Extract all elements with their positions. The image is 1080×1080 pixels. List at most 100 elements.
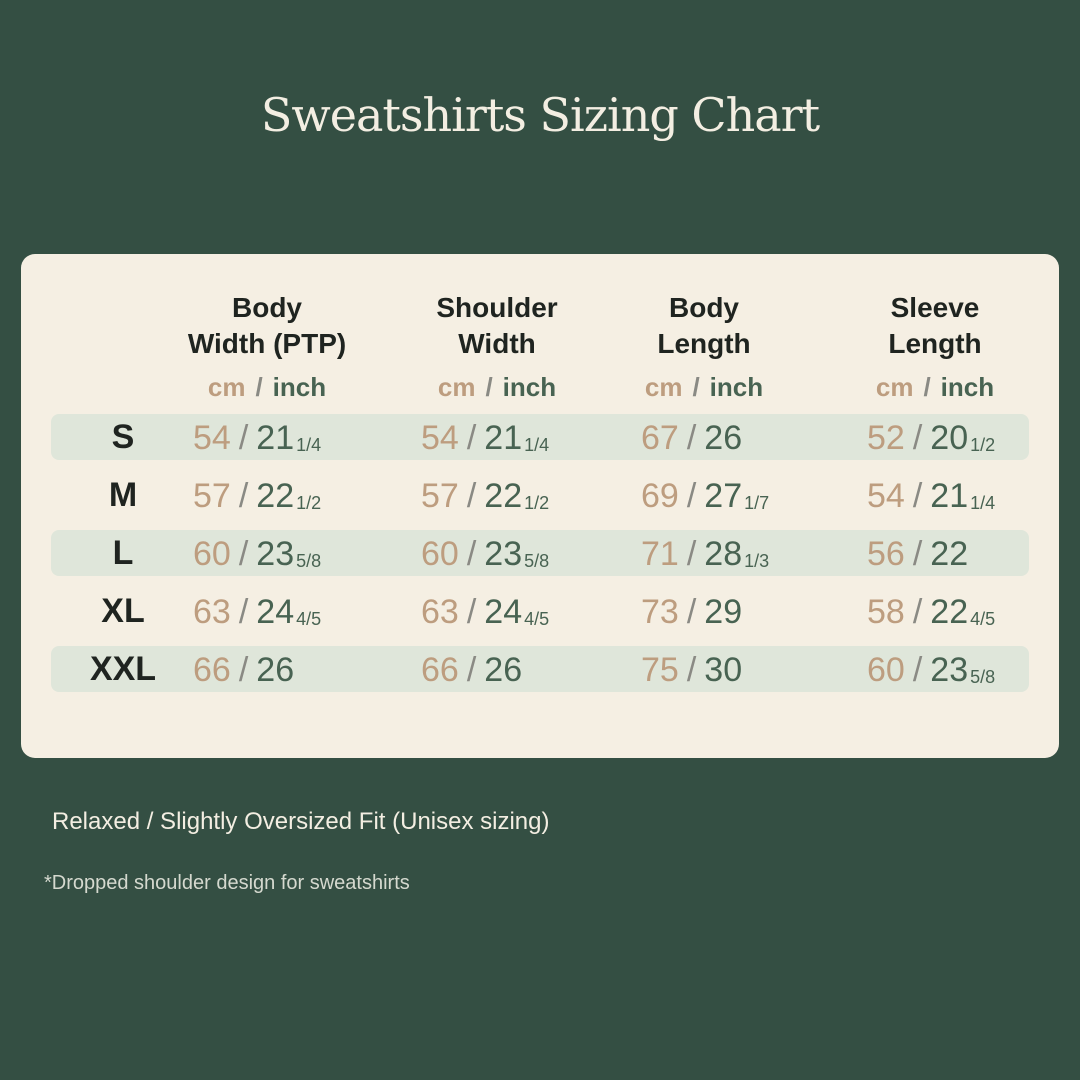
measurement-cell: 58/22 4/5 xyxy=(867,589,995,635)
value-separator: / xyxy=(912,593,923,631)
page-title: Sweatshirts Sizing Chart xyxy=(260,88,820,142)
inch-fraction: 5/8 xyxy=(296,551,322,571)
cm-value: 63 xyxy=(193,593,231,631)
unit-separator: / xyxy=(923,372,931,402)
measurement-cell: 71/28 1/3 xyxy=(641,531,769,577)
cm-value: 52 xyxy=(867,419,905,457)
inch-value: 30 xyxy=(704,651,743,689)
size-label: XXL xyxy=(89,650,157,688)
inch-fraction: 1/4 xyxy=(524,435,550,455)
value-separator: / xyxy=(466,477,477,515)
unit-inch: inch xyxy=(709,372,764,402)
row-band xyxy=(51,646,1029,692)
value-separator: / xyxy=(238,651,249,689)
inch-value: 26 xyxy=(256,651,295,689)
size-label: XL xyxy=(101,592,145,630)
value-separator: / xyxy=(686,419,697,457)
measurement-cell: 63/24 4/5 xyxy=(421,589,549,635)
measurement-cell: 54/21 1/4 xyxy=(421,415,549,461)
value-separator: / xyxy=(466,419,477,457)
inch-fraction: 4/5 xyxy=(296,609,322,629)
inch-value: 27 xyxy=(704,477,743,515)
value-separator: / xyxy=(238,535,249,573)
cm-value: 71 xyxy=(641,535,679,573)
inch-value: 26 xyxy=(704,419,743,457)
column-header: Sleeve Length xyxy=(815,290,1055,362)
inch-value: 23 xyxy=(930,651,969,689)
cm-value: 66 xyxy=(421,651,459,689)
value-separator: / xyxy=(466,593,477,631)
cm-value: 60 xyxy=(867,651,905,689)
measurement-cell: 63/24 4/5 xyxy=(193,589,321,635)
inch-value: 22 xyxy=(256,477,295,515)
unit-separator: / xyxy=(485,372,493,402)
cm-value: 63 xyxy=(421,593,459,631)
cm-value: 54 xyxy=(193,419,231,457)
unit-cm: cm xyxy=(644,372,683,402)
column-header-line1: Sleeve xyxy=(890,292,980,323)
column-header-line2: Width xyxy=(458,328,536,359)
measurement-cell: 56/22 xyxy=(867,531,968,577)
measurement-cell: 57/22 1/2 xyxy=(193,473,321,519)
unit-inch: inch xyxy=(272,372,327,402)
sizing-table-card: Body Width (PTP) cm / inch Shoulder Width cm / in… xyxy=(21,254,1059,758)
value-separator: / xyxy=(238,593,249,631)
cm-value: 60 xyxy=(193,535,231,573)
column-header-line2: Length xyxy=(888,328,982,359)
cm-value: 66 xyxy=(193,651,231,689)
cm-value: 73 xyxy=(641,593,679,631)
value-separator: / xyxy=(912,535,923,573)
inch-value: 22 xyxy=(930,535,969,573)
cm-value: 67 xyxy=(641,419,679,457)
column-header: Body Length xyxy=(584,290,824,362)
column-header: Body Width (PTP) xyxy=(147,290,387,362)
column-header-line2: Length xyxy=(657,328,751,359)
measurement-cell: 66/26 xyxy=(193,647,294,693)
value-separator: / xyxy=(686,535,697,573)
value-separator: / xyxy=(238,477,249,515)
measurement-cell: 73/29 xyxy=(641,589,742,635)
inch-fraction: 5/8 xyxy=(970,667,996,687)
unit-label: cm / inch xyxy=(584,372,824,403)
value-separator: / xyxy=(686,651,697,689)
measurement-cell: 69/27 1/7 xyxy=(641,473,769,519)
cm-value: 54 xyxy=(421,419,459,457)
unit-label: cm / inch xyxy=(147,372,387,403)
inch-fraction: 1/7 xyxy=(744,493,770,513)
unit-label: cm / inch xyxy=(815,372,1055,403)
inch-value: 23 xyxy=(256,535,295,573)
row-band xyxy=(51,414,1029,460)
inch-value: 28 xyxy=(704,535,743,573)
unit-separator: / xyxy=(692,372,700,402)
unit-cm: cm xyxy=(207,372,246,402)
inch-fraction: 1/3 xyxy=(744,551,770,571)
cm-value: 54 xyxy=(867,477,905,515)
value-separator: / xyxy=(686,593,697,631)
unit-cm: cm xyxy=(437,372,476,402)
size-label: L xyxy=(112,534,134,572)
measurement-cell: 54/21 1/4 xyxy=(867,473,995,519)
inch-fraction: 1/2 xyxy=(970,435,996,455)
inch-value: 22 xyxy=(930,593,969,631)
value-separator: / xyxy=(466,535,477,573)
value-separator: / xyxy=(238,419,249,457)
column-header: Shoulder Width xyxy=(377,290,617,362)
cm-value: 75 xyxy=(641,651,679,689)
value-separator: / xyxy=(912,651,923,689)
measurement-cell: 60/23 5/8 xyxy=(421,531,549,577)
unit-label: cm / inch xyxy=(377,372,617,403)
value-separator: / xyxy=(912,419,923,457)
unit-separator: / xyxy=(255,372,263,402)
row-band xyxy=(51,530,1029,576)
inch-value: 20 xyxy=(930,419,969,457)
inch-fraction: 4/5 xyxy=(970,609,996,629)
cm-value: 69 xyxy=(641,477,679,515)
measurement-cell: 75/30 xyxy=(641,647,742,693)
inch-value: 21 xyxy=(256,419,295,457)
size-label: S xyxy=(111,418,135,456)
unit-inch: inch xyxy=(502,372,557,402)
inch-fraction: 1/4 xyxy=(296,435,322,455)
inch-fraction: 1/4 xyxy=(970,493,996,513)
inch-value: 22 xyxy=(484,477,523,515)
measurement-cell: 54/21 1/4 xyxy=(193,415,321,461)
